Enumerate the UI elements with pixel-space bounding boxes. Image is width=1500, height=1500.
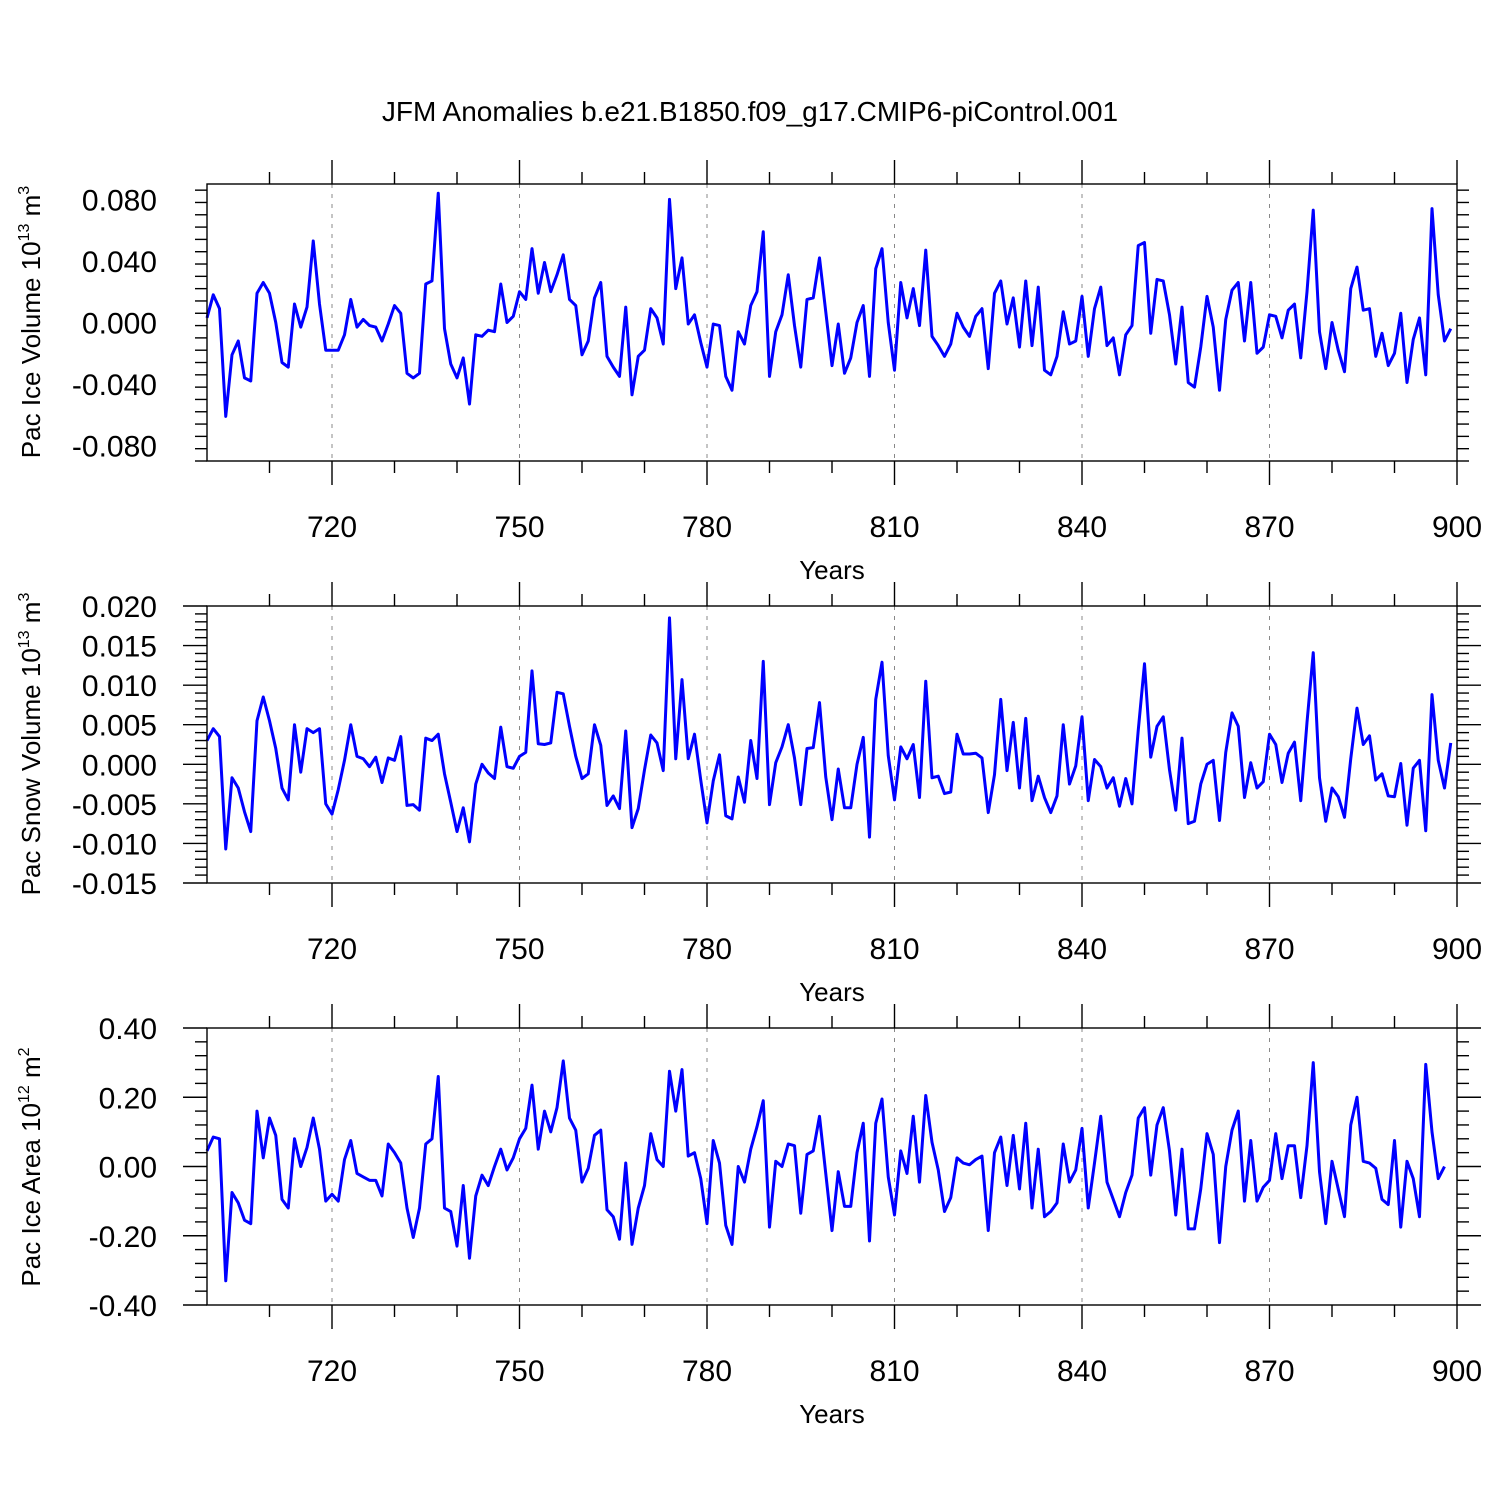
y-tick-label: 0.020: [82, 591, 157, 624]
x-tick-label: 840: [1057, 1355, 1107, 1388]
y-tick-label: 0.000: [82, 749, 157, 782]
series-line: [205, 191, 1453, 418]
plot-frame: [206, 1027, 1458, 1306]
x-tick-label: 900: [1432, 1355, 1482, 1388]
y-tick-label: 0.015: [82, 631, 157, 664]
x-tick-label: 750: [494, 1355, 544, 1388]
y-tick-label: -0.015: [72, 868, 157, 901]
plot-frame: [206, 183, 1458, 462]
chart-title: JFM Anomalies b.e21.B1850.f09_g17.CMIP6-…: [382, 96, 1118, 127]
x-tick-label: 720: [307, 1355, 357, 1388]
y-tick-label: 0.040: [82, 246, 157, 279]
y-axis-label: Pac Snow Volume 1013 m3: [16, 593, 46, 896]
y-tick-label: -0.005: [72, 789, 157, 822]
x-axis-label: Years: [799, 1399, 865, 1429]
x-tick-label: 870: [1244, 511, 1294, 544]
x-tick-label: 720: [307, 511, 357, 544]
panel-ice-area: -0.40 -0.20 0.00 0.20 0.40 720 750 780 810 840 870…: [16, 1004, 1482, 1429]
y-tick-label: 0.00: [99, 1152, 157, 1185]
y-tick-label: -0.010: [72, 828, 157, 861]
y-tick-label: 0.010: [82, 670, 157, 703]
x-tick-label: 810: [869, 1355, 919, 1388]
x-tick-label: 810: [869, 511, 919, 544]
x-tick-label: 840: [1057, 933, 1107, 966]
y-tick-label: -0.080: [72, 431, 157, 464]
series-line: [205, 616, 1453, 851]
x-tick-label: 810: [869, 933, 919, 966]
y-tick-label: -0.40: [89, 1290, 157, 1323]
y-tick-label: 0.005: [82, 710, 157, 743]
panel-ice-volume: -0.080 -0.040 0.000 0.040 0.080 720 750 780 810 8…: [16, 160, 1482, 585]
y-axis-label: Pac Ice Volume 1013 m3: [16, 186, 46, 459]
x-tick-label: 720: [307, 933, 357, 966]
x-tick-label: 750: [494, 511, 544, 544]
x-tick-label: 780: [682, 511, 732, 544]
x-tick-label: 780: [682, 933, 732, 966]
x-axis-label: Years: [799, 977, 865, 1007]
y-axis-label: Pac Ice Area 1012 m2: [16, 1047, 46, 1286]
y-tick-label: 0.40: [99, 1013, 157, 1046]
x-tick-label: 870: [1244, 933, 1294, 966]
x-tick-label: 750: [494, 933, 544, 966]
x-tick-label: 840: [1057, 511, 1107, 544]
y-tick-label: 0.20: [99, 1082, 157, 1115]
y-tick-label: -0.20: [89, 1221, 157, 1254]
x-tick-label: 780: [682, 1355, 732, 1388]
y-tick-label: 0.000: [82, 308, 157, 341]
y-tick-label: 0.080: [82, 184, 157, 217]
y-tick-label: -0.040: [72, 369, 157, 402]
plot-frame: [206, 605, 1458, 884]
x-tick-label: 870: [1244, 1355, 1294, 1388]
panel-snow-volume: -0.015 -0.010 -0.005 0.000 0.005 0.010 0.015 0.…: [16, 582, 1482, 1007]
series-line: [205, 1059, 1446, 1283]
x-tick-label: 900: [1432, 511, 1482, 544]
x-axis-label: Years: [799, 555, 865, 585]
x-tick-label: 900: [1432, 933, 1482, 966]
